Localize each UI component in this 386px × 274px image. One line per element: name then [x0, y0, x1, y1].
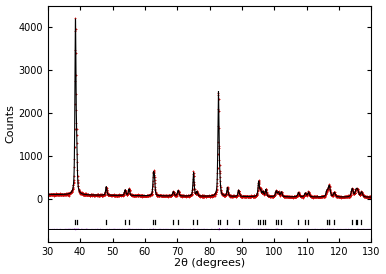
- X-axis label: 2θ (degrees): 2θ (degrees): [174, 258, 245, 269]
- Y-axis label: Counts: Counts: [5, 104, 15, 143]
